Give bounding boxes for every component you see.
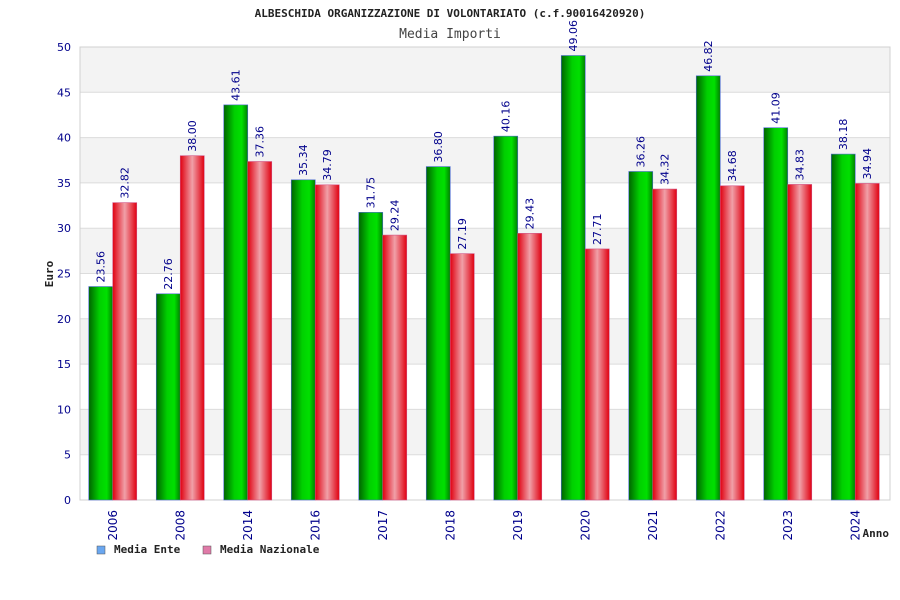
y-tick-label: 10	[57, 403, 71, 416]
data-label: 46.82	[702, 40, 715, 72]
bar-media-ente	[223, 104, 249, 501]
data-label: 27.71	[591, 213, 604, 245]
bar-media-nazionale	[584, 248, 610, 501]
plot-background	[80, 47, 890, 500]
y-tick-label: 15	[57, 358, 71, 371]
bar-media-nazionale	[449, 253, 475, 501]
data-label: 23.56	[95, 251, 108, 283]
data-label: 34.94	[861, 148, 874, 180]
legend-swatch	[202, 545, 212, 555]
x-tick-label: 2006	[106, 510, 120, 541]
data-label: 27.19	[456, 218, 469, 250]
bar-media-ente	[425, 166, 451, 501]
plot-band	[80, 182, 890, 229]
bar-media-ente	[88, 286, 114, 501]
data-label: 34.79	[321, 149, 334, 181]
plot-band	[80, 318, 890, 365]
plot-band	[80, 92, 890, 138]
x-tick-label: 2020	[578, 510, 592, 541]
plot-band	[80, 364, 890, 410]
x-tick-label: 2024	[848, 510, 862, 541]
y-tick-label: 45	[57, 86, 71, 99]
bar-media-ente	[830, 153, 856, 501]
x-tick-label: 2017	[376, 510, 390, 541]
bar-media-ente	[695, 75, 721, 501]
plot-band	[80, 409, 890, 455]
plot-frame	[79, 46, 891, 501]
x-tick-label: 2016	[308, 510, 322, 541]
bar-media-nazionale	[314, 184, 340, 501]
bar-media-ente	[493, 135, 519, 501]
grid-lines	[79, 46, 891, 501]
bar-media-nazionale	[652, 188, 678, 501]
data-labels: 23.56 32.82 22.76 38.00 43.61 37.36 35.34 34.79…	[95, 20, 875, 290]
x-tick-label: 2019	[511, 510, 525, 541]
y-axis-label: Euro	[43, 260, 56, 287]
data-label: 29.43	[524, 198, 537, 230]
bar-media-ente	[560, 55, 586, 501]
data-label: 31.75	[365, 177, 378, 209]
x-axis-ticks: 2006 2008 2014 2016 2017 2018 2019 2020 2021 2022…	[106, 510, 863, 541]
plot-band	[80, 454, 890, 500]
x-axis-label: Anno	[863, 527, 890, 540]
chart-title: ALBESCHIDA ORGANIZZAZIONE DI VOLONTARIAT…	[255, 7, 646, 20]
bar-media-ente	[155, 293, 181, 501]
data-label: 37.36	[254, 126, 267, 158]
x-tick-label: 2008	[173, 510, 187, 541]
y-tick-label: 30	[57, 222, 71, 235]
data-label: 36.26	[635, 136, 648, 168]
data-label: 41.09	[770, 92, 783, 124]
y-axis-ticks: 0 5 10 15 20 25 30 35 40 45 50	[57, 41, 71, 507]
data-label: 34.68	[726, 150, 739, 182]
plot-band	[80, 273, 890, 319]
x-tick-label: 2014	[241, 510, 255, 541]
y-tick-label: 5	[64, 449, 71, 462]
data-label: 38.18	[837, 119, 850, 151]
data-label: 49.06	[567, 20, 580, 52]
plot-band	[80, 228, 890, 274]
data-label: 34.32	[659, 154, 672, 186]
data-label: 36.80	[432, 131, 445, 163]
bar-media-nazionale	[382, 234, 408, 501]
bar-media-nazionale	[787, 184, 813, 501]
bar-media-nazionale	[112, 202, 138, 501]
data-label: 32.82	[119, 167, 132, 199]
plot-band	[80, 137, 890, 183]
bar-media-ente	[358, 212, 384, 501]
data-label: 43.61	[230, 69, 243, 101]
y-tick-label: 40	[57, 132, 71, 145]
y-tick-label: 20	[57, 313, 71, 326]
data-label: 34.83	[794, 149, 807, 181]
data-label: 40.16	[500, 101, 513, 133]
legend-swatch	[96, 545, 106, 555]
plot-band	[80, 47, 890, 93]
bars	[88, 55, 880, 501]
bar-media-nazionale	[517, 233, 543, 501]
y-tick-label: 25	[57, 268, 71, 281]
x-tick-label: 2023	[781, 510, 795, 541]
data-label: 29.24	[389, 200, 402, 232]
bar-media-nazionale	[247, 161, 273, 501]
y-tick-label: 35	[57, 177, 71, 190]
legend: Media Ente Media Nazionale	[96, 543, 320, 556]
x-tick-label: 2018	[443, 510, 457, 541]
data-label: 22.76	[162, 258, 175, 290]
bar-media-ente	[290, 179, 316, 501]
bar-media-nazionale	[719, 185, 745, 501]
x-tick-label: 2022	[713, 510, 727, 541]
legend-label: Media Nazionale	[220, 543, 320, 556]
y-tick-label: 50	[57, 41, 71, 54]
bar-media-ente	[763, 127, 789, 501]
data-label: 38.00	[186, 120, 199, 152]
bar-media-nazionale	[179, 155, 205, 501]
legend-label: Media Ente	[114, 543, 181, 556]
y-tick-label: 0	[64, 494, 71, 507]
x-tick-label: 2021	[646, 510, 660, 541]
bar-media-ente	[628, 171, 654, 501]
chart-subtitle: Media Importi	[399, 27, 501, 42]
data-label: 35.34	[297, 144, 310, 176]
bar-media-nazionale	[854, 183, 880, 501]
